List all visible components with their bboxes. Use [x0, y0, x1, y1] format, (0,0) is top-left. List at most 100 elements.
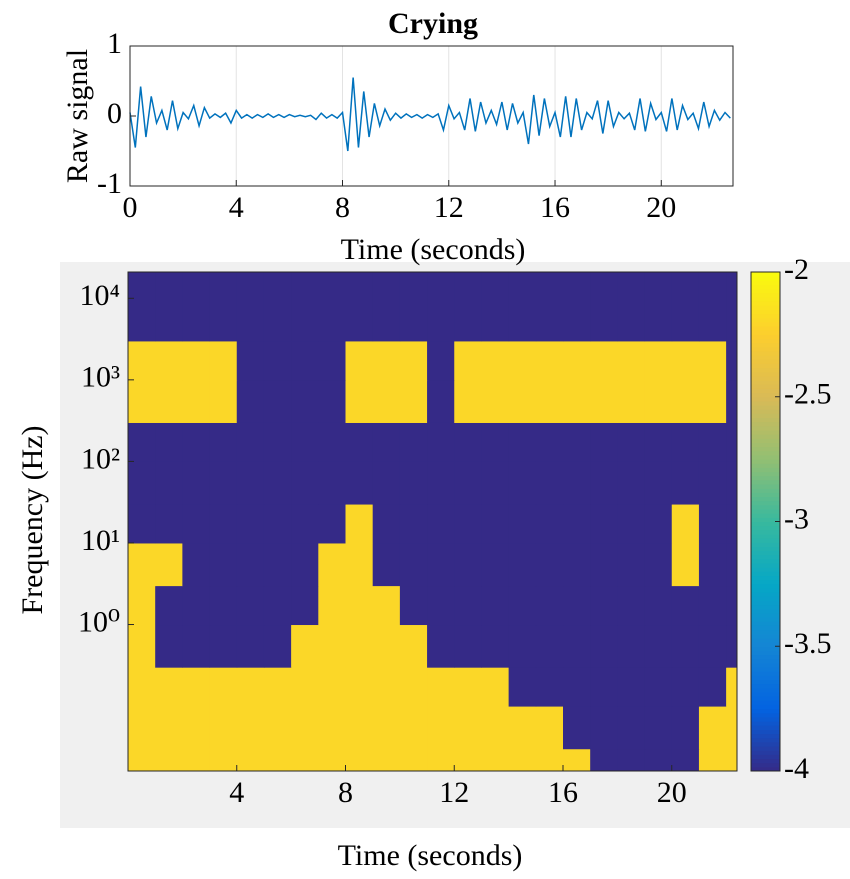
x-tick-label: 12 [439, 776, 469, 809]
y-tick-label: 10³ [81, 361, 120, 394]
colorbar-segment [751, 700, 780, 705]
colorbar-segment [751, 384, 780, 389]
colorbar-segment [751, 359, 780, 364]
colorbar-segment [751, 563, 780, 568]
y-tick-label: 1 [107, 27, 122, 60]
heatmap-cell [590, 748, 618, 772]
colorbar-segment [751, 675, 780, 681]
heatmap-cell [481, 379, 510, 423]
colorbar-segment [751, 708, 780, 714]
heatmap-cell [590, 585, 618, 626]
heatmap-cell [508, 706, 537, 750]
colorbar-segment [751, 309, 780, 315]
colorbar-segment [751, 272, 780, 277]
heatmap-cell [698, 422, 727, 462]
heatmap-cell [372, 706, 401, 750]
colorbar-segment [751, 600, 780, 606]
heatmap-cell [399, 379, 428, 423]
heatmap-cell [345, 667, 374, 707]
x-tick-label: 8 [335, 191, 350, 224]
heatmap-cell [671, 667, 700, 707]
heatmap-cell [345, 542, 374, 587]
heatmap-cell [291, 542, 319, 587]
heatmap-cell [236, 585, 265, 626]
colorbar-segment [751, 288, 780, 294]
colorbar-segment [751, 375, 780, 381]
colorbar-segment [751, 417, 780, 423]
heatmap-cell [318, 667, 346, 707]
heatmap-cell [155, 422, 183, 462]
heatmap-cell [508, 504, 537, 544]
colorbar-segment [751, 596, 780, 602]
heatmap-cell [617, 585, 646, 626]
heatmap-cell [372, 667, 401, 707]
heatmap-cell [128, 504, 156, 544]
heatmap-cell [263, 340, 292, 381]
chart-title: Crying [388, 7, 478, 40]
heatmap-cell [128, 422, 156, 462]
heatmap-cell [155, 272, 183, 342]
colorbar-segment [751, 334, 780, 340]
heatmap-cell [209, 542, 238, 587]
heatmap-cell [345, 422, 374, 462]
heatmap-cell [508, 585, 537, 626]
heatmap-cell [263, 706, 292, 750]
colorbar-segment [751, 608, 780, 614]
x-axis-label: Time (seconds) [341, 233, 526, 266]
heatmap-cell [454, 504, 482, 544]
heatmap-cell [617, 422, 646, 462]
heatmap-cell [671, 272, 700, 342]
colorbar-segment [751, 479, 780, 485]
heatmap-cell [671, 706, 700, 750]
colorbar-tick-label: -3 [784, 502, 809, 535]
x-tick-label: 12 [434, 191, 464, 224]
colorbar-segment [751, 517, 780, 522]
y-tick-label: 0 [107, 97, 122, 130]
heatmap-cell [535, 461, 564, 505]
heatmap-cell [182, 542, 211, 587]
heatmap-cell [535, 504, 564, 544]
heatmap-cell [236, 667, 265, 707]
colorbar-segment [751, 338, 780, 344]
heatmap-cell [263, 748, 292, 772]
colorbar-segment [751, 296, 780, 302]
heatmap-cell [698, 461, 727, 505]
heatmap-cell [454, 379, 482, 423]
heatmap-cell [318, 748, 346, 772]
heatmap-cell [182, 667, 211, 707]
heatmap-cell [617, 504, 646, 544]
heatmap-cell [563, 585, 591, 626]
heatmap-cell [698, 340, 727, 381]
heatmap-cell [671, 748, 700, 772]
colorbar-segment [751, 446, 780, 452]
heatmap-cell [644, 379, 673, 423]
colorbar-segment [751, 421, 780, 427]
heatmap-cell [508, 379, 537, 423]
heatmap-cell [698, 379, 727, 423]
colorbar-segment [751, 400, 780, 406]
heatmap-cell [481, 667, 510, 707]
heatmap-cell [726, 340, 738, 381]
heatmap-cell [345, 379, 374, 423]
heatmap-cell [399, 272, 428, 342]
heatmap-cell [345, 706, 374, 750]
colorbar-segment [751, 442, 780, 448]
heatmap-cell [399, 667, 428, 707]
heatmap-cell [481, 624, 510, 668]
colorbar-segment [751, 588, 780, 593]
heatmap-cell [372, 379, 401, 423]
heatmap-cell [291, 504, 319, 544]
heatmap-cell [318, 585, 346, 626]
heatmap-cell [372, 624, 401, 668]
heatmap-cell [535, 422, 564, 462]
heatmap-cell [372, 340, 401, 381]
heatmap-cell [698, 706, 727, 750]
signal-line [129, 77, 731, 152]
x-tick-label: 16 [548, 776, 578, 809]
heatmap-cell [726, 542, 738, 587]
colorbar-segment [751, 612, 780, 618]
heatmap-cell [345, 272, 374, 342]
heatmap-cell [590, 340, 618, 381]
colorbar-tick-label: -3.5 [784, 627, 832, 660]
heatmap-cell [372, 748, 401, 772]
